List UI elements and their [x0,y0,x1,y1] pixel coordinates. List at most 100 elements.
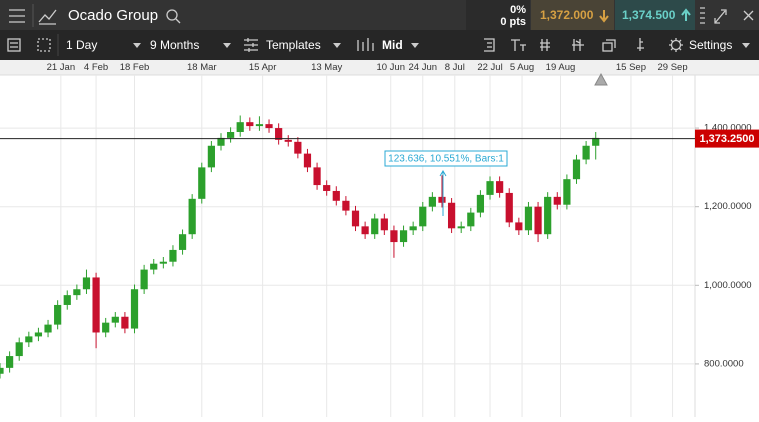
buy-arrow [681,8,691,21]
candle-body [524,206,533,231]
candle-body [390,230,398,243]
caret [411,43,419,48]
caret [223,43,231,48]
candle-body [54,304,62,325]
change-box [466,0,530,30]
candle-body [505,192,513,223]
x-tick-label: 13 May [311,62,342,73]
candle-body [486,181,494,195]
candle-body [563,179,571,205]
candle-body [130,289,139,329]
x-tick-label: 15 Apr [249,62,276,73]
candle-body [351,210,360,227]
candle-body [342,200,350,211]
caret [333,43,341,48]
settings-icon [669,38,683,52]
candle-body [226,132,235,138]
candle-body [476,194,485,213]
candle-body [82,277,91,290]
price-type-select[interactable]: Mid [382,38,403,52]
candle-body [15,342,23,357]
candle-body [457,226,465,229]
layout-button[interactable] [7,38,21,52]
candle-body [236,122,244,132]
x-tick-label: 19 Aug [546,62,576,73]
measure-arrow [439,170,447,177]
x-tick-label: 21 Jan [47,62,76,73]
candle-body [217,137,225,146]
candle-body [150,263,158,270]
y-tick-label: 1,200.0000 [704,201,752,212]
y-tick-label: 1,000.0000 [704,280,752,291]
annotation: 123.636, 10.551%, Bars:1 [388,154,504,165]
current-price-label: 1,373.2500 [699,133,754,145]
date-axis [0,60,759,75]
x-tick-label: 29 Sep [658,62,688,73]
candle-body [515,222,523,231]
detach-button[interactable] [714,9,727,24]
change-pts: 0 pts [500,16,526,28]
close-button[interactable] [743,10,754,21]
change-pct: 0% [510,4,526,16]
settings-button[interactable]: Settings [689,38,732,52]
candle-body [111,316,119,323]
candle-body [265,124,273,129]
candle-body [438,196,446,203]
candle-body [371,218,379,235]
templates-icon [244,38,258,52]
candle-body [553,196,561,205]
interval-select[interactable]: 1 Day [66,38,97,52]
x-tick-label: 10 Jun [376,62,405,73]
candle-body [294,141,302,154]
candle-body [44,324,52,333]
caret [133,43,141,48]
sell-button[interactable] [531,0,614,30]
menu-button[interactable] [9,9,25,23]
templates-select[interactable]: Templates [266,38,321,52]
candle-body [592,137,600,146]
candle-body [544,196,552,235]
candle-body [467,212,475,227]
y-tick-label: 1,400.0000 [704,123,752,134]
sell-price: 1,372.000 [540,8,594,22]
candle-body [428,196,436,207]
buy-price: 1,374.500 [622,8,676,22]
panel-menu-button[interactable] [700,7,705,24]
candle-body [303,153,312,168]
candle-body [169,249,177,262]
search-button[interactable] [166,9,181,24]
instrument-name[interactable]: Ocado Group [68,7,158,24]
y-tick-label: 800.0000 [704,358,744,369]
x-tick-label: 18 Mar [187,62,217,73]
grid-button[interactable] [37,38,51,52]
candle-body [409,226,417,231]
candle-body [284,139,292,142]
candle-body [275,128,283,140]
chart-type-button[interactable] [38,9,57,25]
candle-body [188,198,196,235]
plot: 21 Jan 4 Feb 18 Feb 18 Mar 15 Apr 13 May 10 Ju… [0,62,759,417]
candle-body [63,295,71,305]
candle-body [207,145,215,168]
candle-body [159,261,167,264]
candle-body [313,167,321,186]
candle-body [582,145,590,160]
candle-body [419,206,427,227]
x-tick-label: 22 Jul [477,62,502,73]
candle-body [496,181,504,193]
annotation-box [384,150,508,167]
candle-body [73,289,81,296]
current-price-tag [695,129,759,148]
candle-body [572,159,581,180]
scroll-marker[interactable] [594,72,608,86]
caret [742,43,750,48]
candle-body [332,190,340,201]
candle-body [447,202,456,229]
range-select[interactable]: 9 Months [150,38,199,52]
buy-button[interactable] [615,0,695,30]
candle-body [178,234,187,250]
tool-buttons[interactable] [484,38,644,52]
candle-body [399,230,408,243]
candle-body [361,226,369,235]
